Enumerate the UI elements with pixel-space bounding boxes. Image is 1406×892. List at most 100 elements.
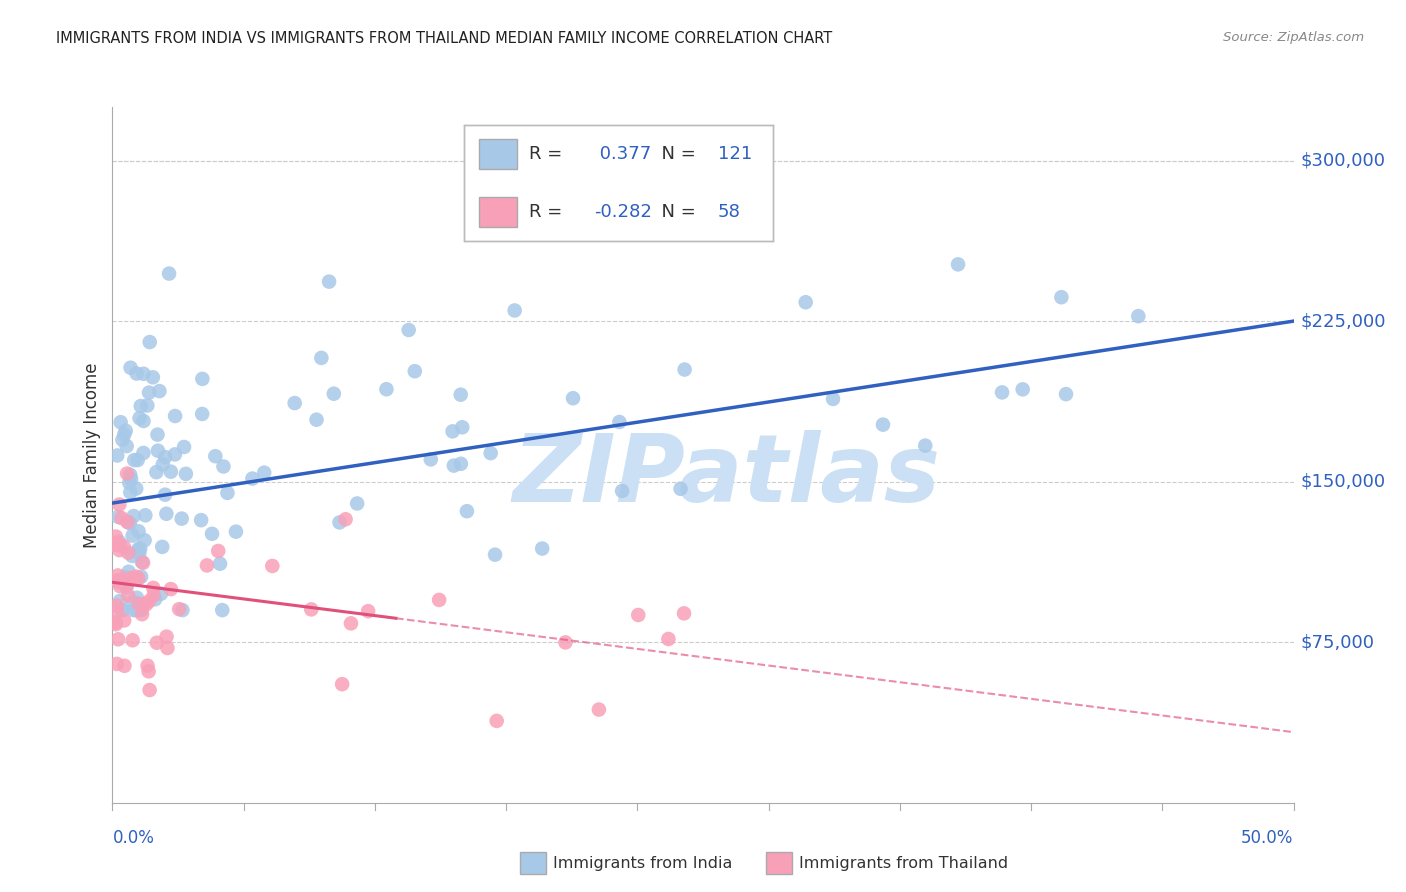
Point xyxy=(125,603,148,617)
Point xyxy=(340,616,363,631)
Point xyxy=(872,417,894,432)
Point xyxy=(138,385,160,400)
FancyBboxPatch shape xyxy=(479,197,516,227)
Point xyxy=(121,633,143,648)
Point xyxy=(398,323,420,337)
Point xyxy=(253,466,276,480)
Point xyxy=(117,589,139,603)
Point xyxy=(112,614,135,628)
Point xyxy=(262,558,284,573)
Point xyxy=(451,420,474,434)
Point xyxy=(117,515,139,529)
Point xyxy=(128,524,150,539)
Point xyxy=(115,577,138,591)
Point xyxy=(128,598,150,612)
Point xyxy=(111,433,134,447)
Point xyxy=(105,604,128,618)
Point xyxy=(132,367,155,381)
Point xyxy=(554,635,576,649)
Point xyxy=(134,533,156,548)
Point xyxy=(138,594,160,608)
Point xyxy=(129,399,152,413)
Point xyxy=(152,458,174,472)
Point xyxy=(105,449,128,463)
Point xyxy=(122,508,145,523)
Point xyxy=(669,482,692,496)
Point xyxy=(160,465,183,479)
Point xyxy=(657,632,679,646)
Point xyxy=(128,546,150,560)
Point xyxy=(107,632,129,647)
Point xyxy=(108,498,131,512)
Text: -0.282: -0.282 xyxy=(593,202,652,221)
Point xyxy=(419,452,441,467)
Point xyxy=(104,530,127,544)
Point xyxy=(112,539,135,553)
Point xyxy=(118,475,141,490)
Point xyxy=(404,364,426,378)
Point xyxy=(160,582,183,596)
Point xyxy=(146,443,169,458)
Point xyxy=(117,515,139,529)
Point xyxy=(138,665,160,679)
Text: N =: N = xyxy=(650,202,696,221)
Point xyxy=(111,603,134,617)
Point xyxy=(120,485,142,500)
Point xyxy=(117,546,139,560)
Point xyxy=(132,446,155,460)
Text: 121: 121 xyxy=(717,145,752,163)
Point xyxy=(122,603,145,617)
Point xyxy=(167,602,190,616)
Point xyxy=(195,558,218,573)
Point xyxy=(104,538,127,552)
Point xyxy=(107,509,129,524)
Text: ZIPatlas: ZIPatlas xyxy=(513,430,941,522)
Point xyxy=(136,658,159,673)
Point xyxy=(673,607,696,621)
Point xyxy=(562,391,585,405)
Point xyxy=(108,538,131,552)
Point xyxy=(121,549,143,563)
Point xyxy=(242,472,264,486)
Point xyxy=(110,511,132,525)
Point xyxy=(120,472,142,486)
Point xyxy=(156,640,179,655)
Point xyxy=(191,407,214,421)
Point xyxy=(104,617,127,632)
Point xyxy=(1128,309,1150,323)
Point xyxy=(146,427,169,442)
Point xyxy=(1054,387,1077,401)
Point xyxy=(142,581,165,595)
Point xyxy=(211,603,233,617)
Point xyxy=(111,603,134,617)
Point xyxy=(125,367,148,381)
Point xyxy=(328,516,350,530)
Point xyxy=(609,415,631,429)
Point xyxy=(441,425,464,439)
Point xyxy=(108,534,131,549)
Point xyxy=(134,508,156,523)
Point xyxy=(208,557,231,571)
Point xyxy=(450,457,472,471)
Point xyxy=(479,446,502,460)
Point xyxy=(115,581,138,595)
Point xyxy=(122,595,145,609)
Point xyxy=(191,372,214,386)
Point xyxy=(531,541,554,556)
Text: $225,000: $225,000 xyxy=(1301,312,1386,330)
Point xyxy=(105,536,128,550)
Point xyxy=(204,449,226,463)
Point xyxy=(107,568,129,582)
Point xyxy=(375,382,398,396)
Point xyxy=(118,565,141,579)
Point xyxy=(129,541,152,556)
Point xyxy=(142,588,165,602)
Point xyxy=(456,504,478,518)
Point xyxy=(124,569,146,583)
Point xyxy=(114,570,136,584)
Point xyxy=(503,303,526,318)
Point xyxy=(357,604,380,618)
Point xyxy=(155,630,177,644)
Text: IMMIGRANTS FROM INDIA VS IMMIGRANTS FROM THAILAND MEDIAN FAMILY INCOME CORRELATI: IMMIGRANTS FROM INDIA VS IMMIGRANTS FROM… xyxy=(56,31,832,46)
Point xyxy=(131,603,153,617)
